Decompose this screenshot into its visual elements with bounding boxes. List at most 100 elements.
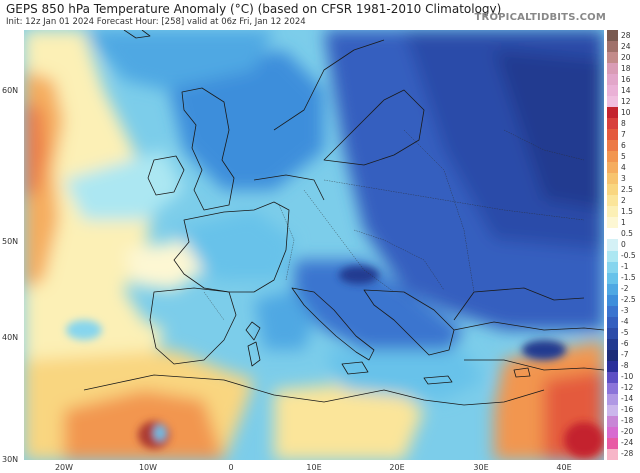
field-hot-west-edge <box>24 100 46 200</box>
map-subtitle: Init: 12z Jan 01 2024 Forecast Hour: [25… <box>6 17 306 27</box>
lat-label-40n: 40N <box>2 333 19 342</box>
border-france-germany <box>278 204 295 281</box>
coast-france <box>173 201 290 293</box>
colorbar-label: 7 <box>621 129 626 139</box>
colorbar-swatch <box>607 228 618 240</box>
colorbar-swatch <box>607 261 618 274</box>
field-alps-cold-spot <box>339 266 379 284</box>
colorbar-swatch <box>607 239 618 251</box>
colorbar-swatch <box>607 140 618 152</box>
field-coldest-core <box>494 50 604 210</box>
map-title: GEPS 850 hPa Temperature Anomaly (°C) (b… <box>6 2 502 16</box>
colorbar-label: 18 <box>621 63 631 73</box>
colorbar-swatch <box>607 96 618 108</box>
anomaly-field <box>24 30 604 460</box>
colorbar-swatch <box>607 206 618 218</box>
field-neutral-biscay <box>124 240 204 290</box>
colorbar-label: -1 <box>621 262 629 272</box>
colorbar-swatch <box>607 338 618 351</box>
colorbar-swatch <box>607 272 618 285</box>
colorbar-label: -8 <box>621 361 629 371</box>
colorbar-label: -14 <box>621 394 634 404</box>
border-carpathians <box>353 229 445 291</box>
colorbar-swatch <box>607 327 618 340</box>
colorbar-label: -2 <box>621 284 629 294</box>
colorbar-swatch <box>607 173 618 185</box>
colorbar-swatch <box>607 305 618 318</box>
colorbar-label: 8 <box>621 118 626 128</box>
lon-label-0: 0 <box>228 463 234 472</box>
colorbar-label: 24 <box>621 41 631 51</box>
coast-north-germany <box>253 174 325 201</box>
coast-crete <box>423 375 453 385</box>
colorbar-label: -7 <box>621 350 629 360</box>
anomaly-map <box>24 30 604 460</box>
coast-faroe <box>123 30 151 39</box>
lat-label-60n: 60N <box>2 86 19 95</box>
field-cool-france <box>174 210 294 280</box>
colorbar-swatch <box>607 415 618 428</box>
lon-label-30e: 30E <box>473 463 489 472</box>
colorbar-swatch <box>607 349 618 362</box>
colorbar-label: -6 <box>621 339 629 349</box>
colorbar-label: 20 <box>621 52 631 62</box>
colorbar-label: -10 <box>621 372 634 382</box>
field-cool-atlas-peak <box>154 425 166 441</box>
header: GEPS 850 hPa Temperature Anomaly (°C) (b… <box>0 0 640 30</box>
colorbar-label: 5 <box>621 151 626 161</box>
colorbar-swatch <box>607 393 618 406</box>
colorbar-label: -16 <box>621 405 634 415</box>
colorbar-swatch <box>607 107 618 119</box>
colorbar-swatch <box>607 162 618 174</box>
coast-baltic <box>323 89 425 166</box>
colorbar-swatch <box>607 74 618 86</box>
coast-sicily <box>341 361 369 375</box>
field-cool-azores <box>66 320 102 340</box>
border-central-europe <box>303 189 395 293</box>
colorbar-label: 0 <box>621 240 626 249</box>
colorbar-label: -12 <box>621 383 634 393</box>
colorbar-swatch <box>607 129 618 141</box>
coast-black-sea-north <box>453 287 585 321</box>
colorbar-label: -5 <box>621 328 629 338</box>
colorbar-swatch <box>607 283 618 296</box>
lon-label-20w: 20W <box>54 463 74 472</box>
colorbar-label: -4 <box>621 317 629 327</box>
colorbar-label: 10 <box>621 107 631 117</box>
colorbar-label: 1.5 <box>621 206 633 216</box>
lon-label-10e: 10E <box>306 463 322 472</box>
colorbar-label: 28 <box>621 30 631 40</box>
colorbar-swatch <box>607 52 618 64</box>
coast-sardinia <box>247 341 261 367</box>
border-belarus-ukraine <box>403 129 475 293</box>
colorbar-swatch <box>607 41 618 53</box>
colorbar-swatch <box>607 118 618 130</box>
field-hottest-arabia <box>564 422 604 458</box>
colorbar-swatch <box>607 63 618 75</box>
field-turkey-cold-spot <box>522 340 566 360</box>
field-cool-ireland-uk <box>64 150 184 220</box>
colorbar-swatch <box>607 30 618 42</box>
colorbar-swatch <box>607 250 618 263</box>
colorbar-swatch <box>607 371 618 384</box>
field-cold-tyrrhenian <box>254 290 314 350</box>
field-cool-med-east <box>324 350 484 400</box>
colorbar-label: -3 <box>621 306 629 316</box>
field-cold-norwegian-sea <box>84 30 274 90</box>
coast-great-britain <box>181 87 235 211</box>
field-cold-balkans-italy <box>294 260 464 360</box>
country-borders <box>203 129 585 321</box>
coast-black-sea-south <box>453 321 604 331</box>
coast-balkans <box>363 289 455 356</box>
coast-north-africa <box>83 374 545 406</box>
colorbar-label: 3 <box>621 173 626 183</box>
lon-label-40e: 40E <box>556 463 572 472</box>
border-spain-portugal <box>203 291 225 321</box>
colorbar-label: -1.5 <box>621 273 636 283</box>
colorbar-label: 6 <box>621 140 626 150</box>
colorbar-label: 2 <box>621 195 626 205</box>
colorbar-label: -18 <box>621 416 634 426</box>
colorbar-swatch <box>607 217 618 229</box>
colorbar-label: 4 <box>621 162 626 172</box>
colorbar-label: -28 <box>621 449 634 459</box>
